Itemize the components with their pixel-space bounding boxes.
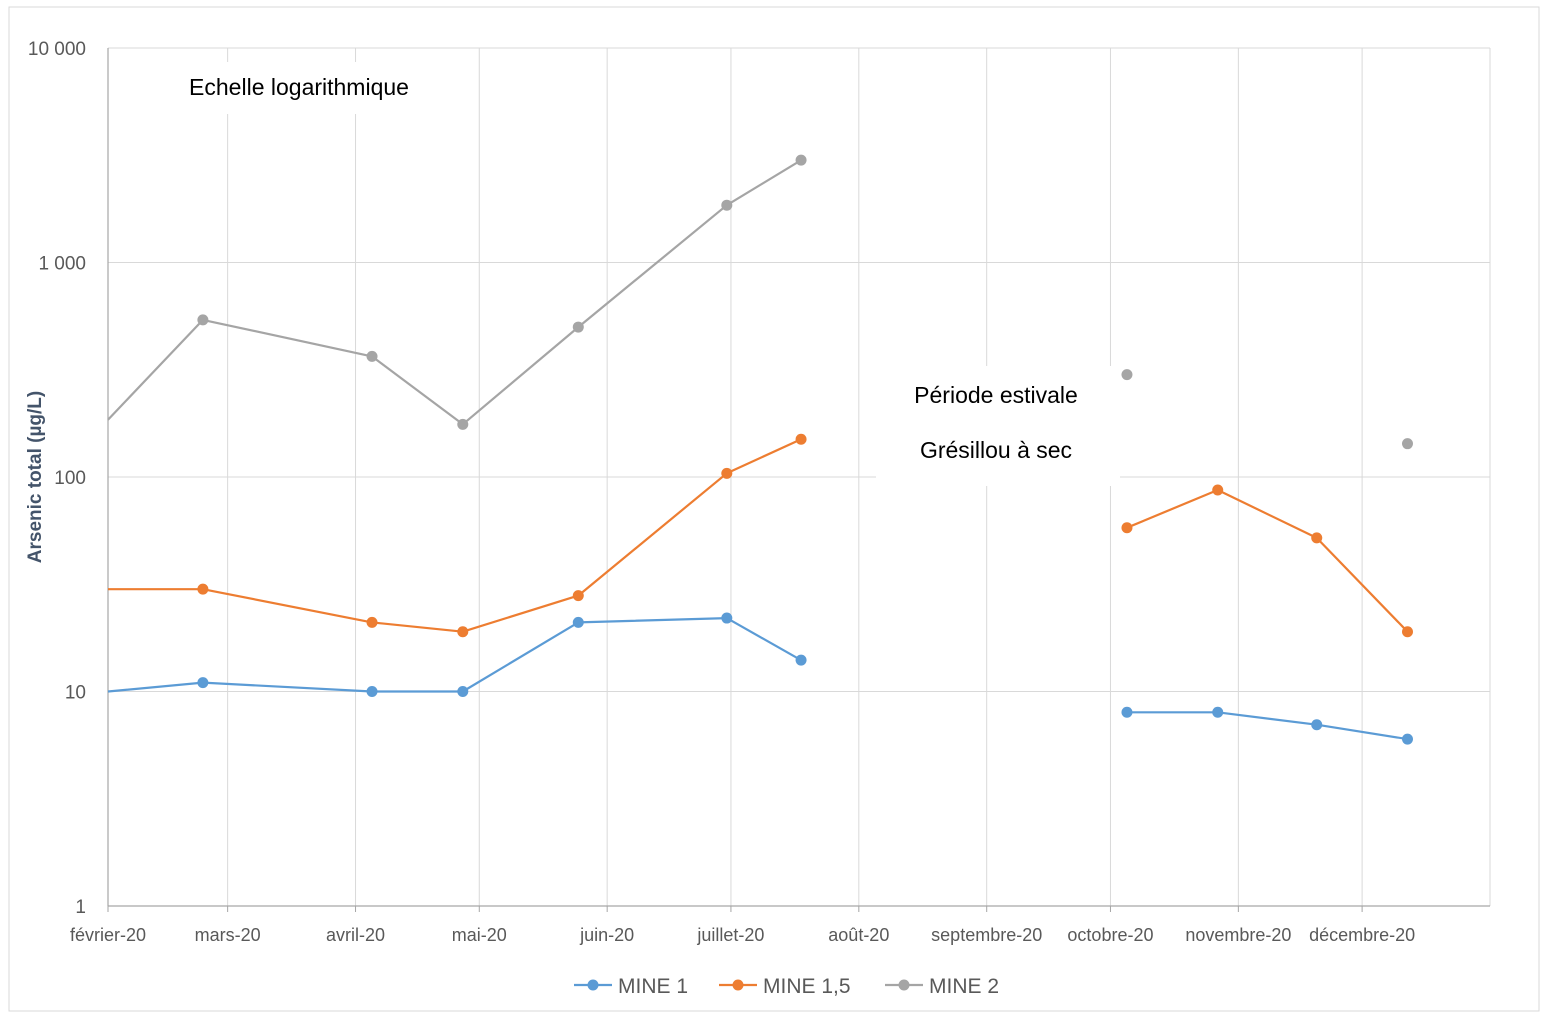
data-point	[1121, 706, 1133, 718]
data-point	[197, 583, 209, 595]
data-point	[795, 433, 807, 445]
x-tick-label: juin-20	[579, 925, 634, 945]
x-tick-label: avril-20	[326, 925, 385, 945]
data-point	[1212, 706, 1224, 718]
data-point	[795, 654, 807, 666]
legend-item: MINE 1	[574, 975, 688, 998]
data-point	[1401, 733, 1413, 745]
y-tick-label: 1	[75, 897, 86, 918]
data-point	[197, 677, 209, 689]
y-axis-title: Arsenic total (µg/L)	[25, 391, 46, 563]
series-lines	[107, 154, 1413, 745]
series-line	[1127, 711, 1408, 741]
y-tick-label: 10	[65, 683, 86, 704]
data-point	[1212, 484, 1224, 496]
annotations: Echelle logarithmique Période estivale Gré…	[150, 62, 1120, 486]
data-point	[1311, 532, 1323, 544]
data-point	[795, 154, 807, 166]
grid-lines	[8, 6, 1540, 1012]
chart-border	[8, 6, 1540, 1012]
y-tick-label: 10 000	[28, 39, 86, 60]
x-tick-label: décembre-20	[1309, 925, 1415, 945]
data-point	[197, 314, 209, 326]
series-line	[1126, 488, 1409, 633]
x-tick-label: septembre-20	[931, 925, 1042, 945]
y-tick-label: 100	[54, 468, 86, 489]
annotation-text: Echelle logarithmique	[189, 74, 409, 100]
data-point	[572, 616, 584, 628]
data-point	[1401, 438, 1413, 450]
data-point	[721, 199, 733, 211]
data-point	[366, 616, 378, 628]
legend-label: MINE 1	[618, 975, 688, 998]
data-point	[1121, 522, 1133, 534]
data-point	[572, 590, 584, 602]
x-tick-label: juillet-20	[696, 925, 764, 945]
legend-swatch-marker	[898, 979, 910, 991]
annotation-text: Période estivale	[914, 382, 1078, 408]
series-mine-2	[107, 154, 1413, 450]
annotation-box	[876, 366, 1120, 486]
data-point	[1121, 369, 1133, 381]
data-point	[366, 686, 378, 697]
x-tick-label: août-20	[828, 925, 889, 945]
annotation-box	[150, 62, 450, 114]
legend: MINE 1 MINE 1,5 MINE 2	[574, 975, 999, 998]
legend-swatch-marker	[732, 979, 744, 991]
data-point	[572, 321, 584, 333]
data-point	[1401, 626, 1413, 638]
axes: 1 10 100 1 000 10 000 février-20 mars-20 avril-…	[25, 39, 1490, 945]
x-tick-label: février-20	[70, 925, 146, 945]
x-tick-label: novembre-20	[1185, 925, 1291, 945]
data-point	[721, 612, 733, 624]
legend-label: MINE 1,5	[763, 975, 851, 998]
annotation-text: Grésillou à sec	[920, 437, 1072, 463]
x-tick-label: mars-20	[195, 925, 261, 945]
legend-item: MINE 2	[885, 975, 999, 998]
legend-item: MINE 1,5	[719, 975, 851, 998]
data-point	[457, 626, 469, 638]
series-mine-1-5	[108, 433, 1413, 638]
y-tick-label: 1 000	[38, 254, 86, 275]
series-mine-1	[107, 612, 1413, 745]
data-point	[457, 418, 469, 430]
x-tick-label: mai-20	[452, 925, 507, 945]
x-tick-label: octobre-20	[1067, 925, 1153, 945]
data-point	[457, 686, 469, 697]
legend-swatch-marker	[587, 979, 599, 991]
data-point	[366, 350, 378, 362]
legend-label: MINE 2	[929, 975, 999, 998]
data-point	[721, 467, 733, 479]
data-point	[1311, 719, 1323, 731]
